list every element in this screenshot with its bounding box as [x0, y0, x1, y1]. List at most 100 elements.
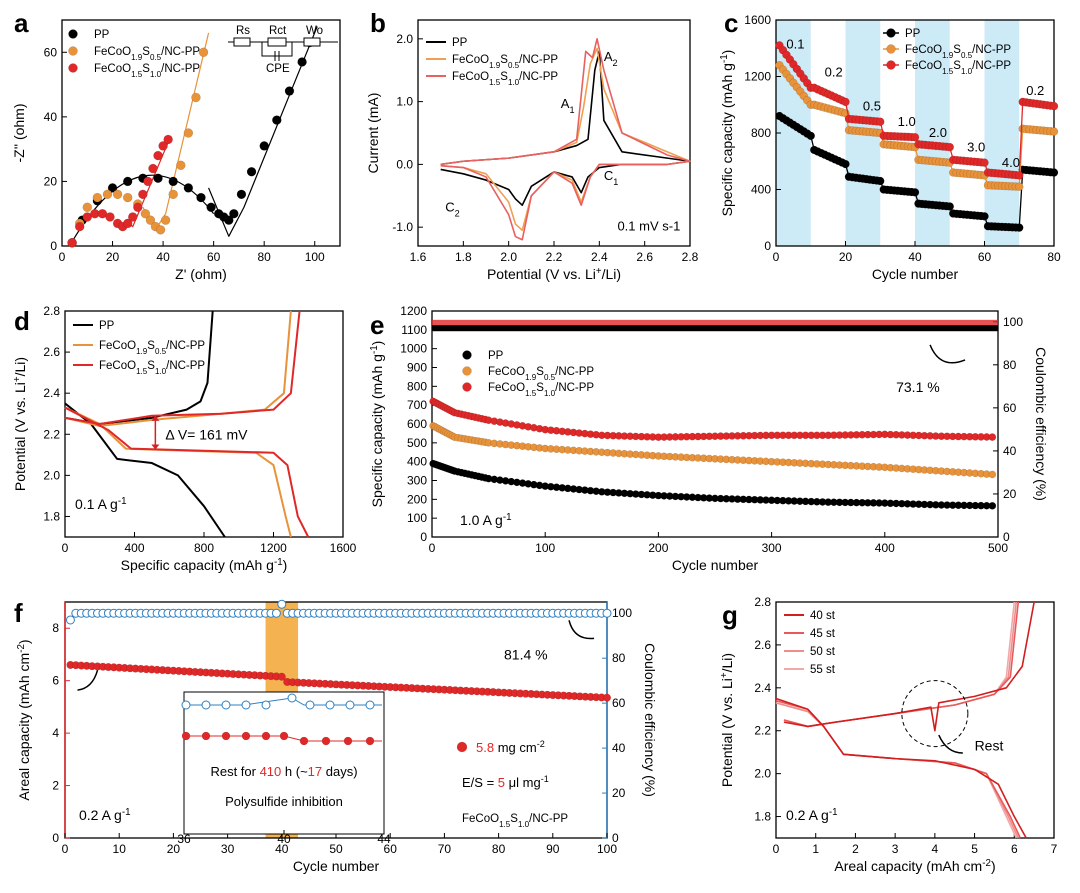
x-tick-label: 1.6 [410, 250, 427, 264]
legend-entry: PP [488, 350, 504, 362]
x-tick-label: 1200 [260, 541, 287, 555]
x-tick-label: 800 [194, 541, 214, 555]
y2-tick-label: 20 [1003, 487, 1017, 501]
current-density-label: 0.2 A g-1 [786, 807, 838, 824]
data-point [945, 142, 954, 152]
inset-ce-point [365, 700, 375, 710]
legend-marker [886, 28, 896, 38]
x-tick-label: 40 [156, 250, 170, 264]
y-axis-label: Potential (V vs. Li+/Li) [12, 357, 29, 491]
delta-v-label: Δ V= 161 mV [165, 426, 248, 442]
data-point [176, 160, 186, 171]
data-point [155, 225, 166, 235]
x-tick-label: 0 [62, 541, 69, 555]
inhibition-label: Polysulfide inhibition [225, 794, 343, 809]
y2-tick-label: 20 [612, 786, 626, 800]
inset-ce-point [261, 700, 271, 710]
rate-label: 2.0 [929, 125, 947, 140]
series-line [64, 406, 310, 538]
x-axis-label: Z' (ohm) [175, 266, 227, 282]
plot-frame [775, 601, 1055, 839]
y-tick-label: 1200 [744, 70, 771, 84]
y-tick-label: 4 [52, 726, 59, 740]
y-tick-label: 0 [764, 239, 771, 253]
data-point [183, 128, 194, 138]
rate-label: 0.1 [786, 36, 804, 51]
data-point [102, 189, 113, 200]
y2-tick-label: 60 [612, 696, 626, 710]
y-tick-label: 600 [407, 417, 427, 431]
x-tick-label: 0 [773, 250, 780, 264]
y-axis-label: Current (mA) [365, 93, 381, 174]
data-point [1049, 101, 1059, 111]
arrow-head [151, 444, 160, 450]
data-point [297, 57, 307, 67]
data-point [224, 215, 234, 225]
legend-entry: FeCoO1.5S1.0/NC-PP [905, 60, 1011, 76]
panel-d: 0 400 800 1200 1600 1.8 2.0 2.2 2.4 2.6 2.8 Specifi… [12, 304, 357, 573]
data-point [206, 202, 216, 213]
y2-tick-label: 100 [1003, 315, 1023, 329]
x-tick-label: 10 [113, 842, 127, 856]
y-tick-label: 2.0 [396, 32, 413, 46]
data-point [133, 202, 143, 213]
panel-letter: f [14, 598, 23, 628]
y-tick-label: 2.0 [43, 468, 60, 482]
x-tick-label: 50 [329, 842, 343, 856]
inset-cap-point [181, 731, 191, 741]
data-point [143, 176, 153, 187]
data-point [107, 183, 118, 193]
circuit-label: Rct [269, 25, 287, 37]
inset-cap-point [279, 731, 289, 741]
y-tick-label: 6 [52, 674, 59, 688]
y-tick-label: 1.8 [754, 810, 771, 824]
data-point [191, 92, 201, 103]
panel-letter: c [724, 8, 738, 38]
y2-axis-label: Coulombic efficiency (%) [642, 643, 658, 797]
loading-label: 5.8 mg cm-2 [476, 739, 545, 755]
inset-ce-point [287, 693, 297, 703]
data-point [988, 470, 997, 479]
data-point [67, 238, 77, 248]
data-point [1049, 127, 1059, 136]
rate-band [984, 20, 1020, 246]
data-point [74, 221, 85, 232]
current-density-label: 0.2 A g-1 [79, 807, 131, 824]
inset-cap-point [365, 736, 375, 746]
ce-point [277, 599, 287, 609]
ce-point [602, 608, 612, 618]
inset-ce-point [181, 700, 191, 710]
data-point [1015, 182, 1024, 191]
loading-marker [456, 741, 468, 753]
x-axis-label: Cycle number [293, 858, 380, 874]
data-point [988, 433, 997, 441]
rest-arrow [938, 734, 963, 754]
es-ratio-label: E/S = 5 μl mg-1 [462, 774, 549, 790]
panel-e: 0 100 200 300 400 500010020030040050060070080… [369, 304, 1050, 573]
y-tick-label: 2.2 [754, 724, 771, 738]
x-tick-label: 4 [932, 842, 939, 856]
data-point [229, 208, 239, 219]
data-point [105, 212, 115, 222]
warburg-wo [303, 37, 321, 47]
data-point [910, 188, 920, 197]
legend-entry: PP [452, 37, 468, 49]
y2-tick-label: 60 [1003, 401, 1017, 415]
y-tick-label: 2.4 [754, 681, 771, 695]
data-point [158, 141, 168, 151]
x-tick-label: 2.2 [546, 250, 563, 264]
legend-marker [68, 29, 78, 39]
rate-label: 0.5 [863, 98, 881, 113]
retention-label: 73.1 % [896, 379, 940, 395]
x-tick-label: 80 [1047, 250, 1061, 264]
arrow-head [151, 415, 160, 421]
rest-label: Rest [975, 738, 1004, 754]
panel-letter: e [370, 310, 384, 340]
x-tick-label: 70 [438, 842, 452, 856]
data-point [122, 192, 133, 203]
y-tick-label: 2.0 [754, 767, 771, 781]
x-tick-label: 80 [258, 250, 272, 264]
plot-frame [61, 19, 341, 247]
x-tick-label: 1600 [330, 541, 357, 555]
